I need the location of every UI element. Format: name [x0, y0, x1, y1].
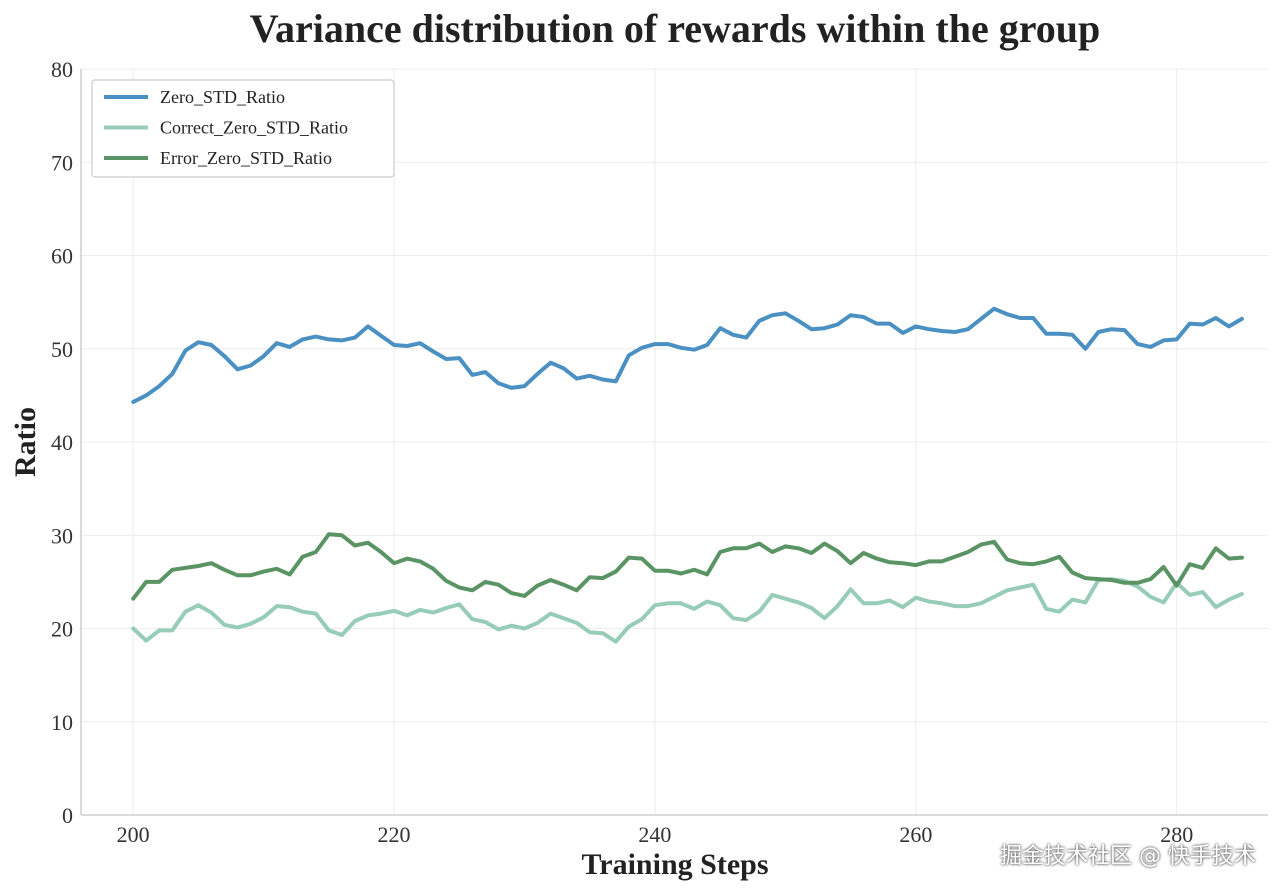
y-tick-label: 20: [51, 617, 73, 642]
series-line-zero-std-ratio: [131, 306, 1244, 404]
y-tick-label: 70: [51, 150, 73, 175]
y-tick-labels: 0 10 20 30 40 50 60 70 80: [51, 57, 73, 828]
y-tick-label: 50: [51, 337, 73, 362]
x-tick-label: 280: [1160, 822, 1193, 847]
x-tick-labels: 200 220 240 260 280: [117, 822, 1194, 847]
x-tick-label: 200: [117, 822, 150, 847]
y-tick-label: 10: [51, 710, 73, 735]
legend: Zero_STD_Ratio Correct_Zero_STD_Ratio Erro…: [91, 79, 395, 178]
y-tick-label: 60: [51, 244, 73, 269]
series-line-error-zero-std-ratio: [131, 532, 1244, 601]
axes: [80, 69, 1268, 816]
x-tick-label: 260: [899, 822, 932, 847]
legend-box: [91, 79, 395, 178]
y-tick-label: 40: [51, 430, 73, 455]
legend-label: Error_Zero_STD_Ratio: [160, 148, 332, 168]
x-tick-label: 240: [638, 822, 671, 847]
y-tick-label: 0: [62, 803, 73, 828]
x-tick-label: 220: [378, 822, 411, 847]
y-axis-label: Ratio: [9, 407, 42, 477]
legend-items: Zero_STD_Ratio Correct_Zero_STD_Ratio Erro…: [104, 87, 348, 168]
y-tick-label: 30: [51, 523, 73, 548]
series-line-correct-zero-std-ratio: [131, 577, 1244, 644]
watermark: 掘金技术社区 @ 快手技术: [1000, 844, 1256, 869]
legend-label: Correct_Zero_STD_Ratio: [160, 118, 348, 138]
chart-title: Variance distribution of rewards within …: [250, 6, 1100, 51]
x-axis-label: Training Steps: [582, 848, 769, 881]
legend-label: Zero_STD_Ratio: [160, 87, 285, 107]
y-tick-label: 80: [51, 57, 73, 82]
series-lines: [131, 306, 1244, 644]
grid: [81, 68, 1268, 815]
